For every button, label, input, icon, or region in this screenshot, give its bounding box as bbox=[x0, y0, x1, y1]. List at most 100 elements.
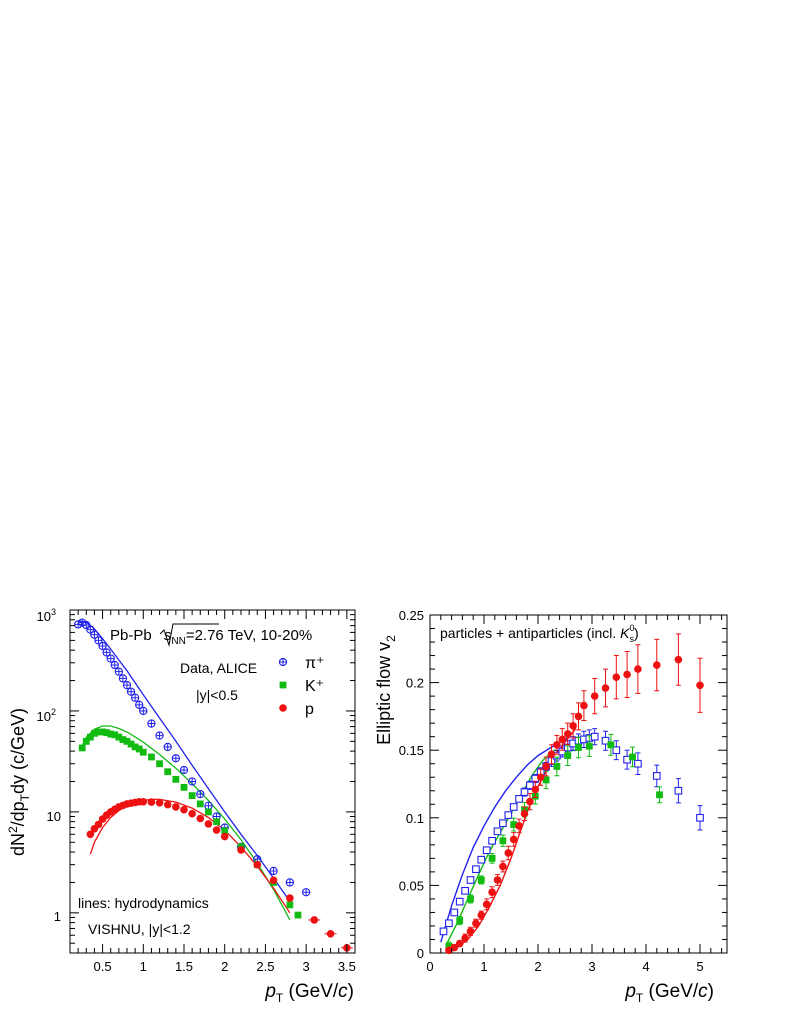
spectra-point-proton bbox=[326, 929, 335, 938]
flow-point-pion bbox=[612, 746, 621, 755]
ylabel-sub: T bbox=[18, 793, 32, 801]
spectra-xtick-label: 1 bbox=[140, 959, 147, 974]
flow-point-kaon bbox=[585, 742, 593, 750]
spectra-point-kaon bbox=[127, 740, 135, 748]
flow-point-proton bbox=[455, 939, 464, 948]
spectra-point-kaon bbox=[221, 827, 229, 835]
spectra-point-pion-cross bbox=[119, 674, 127, 683]
spectra-point-kaon bbox=[135, 745, 143, 753]
flow-point-kaon bbox=[564, 752, 572, 760]
spectra-ytick-exp: 3 bbox=[51, 607, 56, 617]
system-sub: NN bbox=[171, 636, 185, 647]
flow-point-proton bbox=[653, 661, 661, 669]
flow-plot-frame bbox=[429, 614, 728, 954]
ylabel-dp: /dp bbox=[8, 801, 28, 826]
spectra-point-kaon bbox=[294, 911, 302, 919]
spectra-point-pion-cross bbox=[94, 636, 103, 644]
spectra-model-curve-kaon bbox=[81, 725, 291, 921]
flow-xtick-label: 3 bbox=[588, 959, 595, 974]
spectra-ytick-label: 1 bbox=[54, 909, 61, 924]
spectra-xlabel: pT (GeV/c) bbox=[264, 981, 354, 1005]
flow-point-proton bbox=[531, 785, 540, 794]
spectra-point-kaon bbox=[111, 731, 119, 739]
flow-point-proton bbox=[526, 797, 534, 806]
spectra-point-kaon bbox=[172, 775, 180, 783]
flow-point-proton bbox=[569, 722, 577, 730]
spectra-xtick-label: 2.5 bbox=[256, 959, 274, 974]
flow-point-proton bbox=[601, 684, 610, 692]
spectra-point-pion-cross bbox=[188, 777, 196, 786]
flow-xlabel-c: c bbox=[698, 981, 708, 1002]
flow-xtick-label: 5 bbox=[696, 959, 703, 974]
flow-point-proton bbox=[504, 849, 513, 857]
flow-point-pion bbox=[472, 865, 480, 874]
selection-label: particles + antiparticles (incl. K0 s) bbox=[440, 623, 639, 644]
spectra-point-kaon bbox=[78, 744, 86, 752]
spectra-point-proton bbox=[196, 814, 205, 823]
flow-xtick-label: 0 bbox=[426, 959, 433, 974]
spectra-point-pion-cross bbox=[82, 621, 90, 629]
flow-point-pion bbox=[450, 908, 459, 917]
ylabel-rest: dy (c/GeV) bbox=[8, 708, 28, 794]
spectra-panel: 0.5 1 1.5 2 2.5 3 3.5 1 10 102 103 dN2/dpTdy (… bbox=[6, 607, 356, 1005]
spectra-point-pion-cross bbox=[111, 661, 119, 669]
model-label: VISHNU, |y|<1.2 bbox=[88, 921, 191, 937]
spectra-point-pion-cross bbox=[135, 701, 143, 709]
flow-point-pion bbox=[515, 795, 523, 803]
spectra-point-pion-cross bbox=[147, 719, 156, 728]
flow-ytick-label: 0.2 bbox=[406, 676, 424, 691]
spectra-point-kaon bbox=[91, 729, 98, 737]
spectra-xtick-label: 3.5 bbox=[338, 959, 356, 974]
flow-ytick-label: 0.25 bbox=[399, 608, 424, 623]
flow-point-proton bbox=[509, 835, 518, 844]
flow-point-proton bbox=[547, 750, 556, 759]
flow-point-pion bbox=[509, 803, 518, 811]
flow-point-kaon bbox=[499, 837, 507, 845]
flow-point-proton bbox=[477, 911, 486, 919]
flow-point-proton bbox=[696, 681, 704, 690]
spectra-point-kaon bbox=[156, 760, 163, 768]
spectra-point-proton bbox=[163, 800, 172, 809]
data-source-label: Data, ALICE bbox=[180, 660, 257, 676]
flow-xlabel: pT (GeV/c) bbox=[624, 981, 714, 1005]
flow-point-proton bbox=[674, 655, 683, 664]
flow-model-curve-kaon bbox=[445, 749, 576, 946]
spectra-ytick-label: 10 bbox=[47, 809, 61, 824]
xlabel-unit: (GeV/ bbox=[283, 981, 339, 1002]
flow-ylabel: Elliptic flow v2 bbox=[374, 635, 398, 745]
spectra-point-pion-cross bbox=[180, 766, 188, 774]
spectra-ylabel: dN2/dpTdy (c/GeV) bbox=[6, 708, 32, 856]
flow-point-pion bbox=[652, 772, 661, 780]
spectra-point-kaon bbox=[115, 733, 123, 741]
flow-point-kaon bbox=[542, 776, 550, 784]
flow-point-pion bbox=[445, 919, 453, 928]
flow-point-proton bbox=[558, 735, 567, 744]
flow-point-pion bbox=[455, 897, 464, 906]
spectra-point-proton bbox=[147, 798, 156, 806]
spectra-model-curve-pion bbox=[78, 620, 291, 902]
spectra-point-pion-cross bbox=[172, 754, 180, 762]
selection-pre: particles + antiparticles (incl. bbox=[440, 625, 620, 641]
legend-marker-pion-cross bbox=[279, 658, 287, 666]
flow-point-proton bbox=[493, 876, 502, 884]
spectra-point-pion-cross bbox=[98, 642, 107, 650]
spectra-data-points bbox=[73, 618, 353, 952]
spectra-point-kaon bbox=[95, 728, 102, 736]
flow-ylabel-text: Elliptic flow v bbox=[374, 642, 394, 745]
spectra-point-proton bbox=[94, 820, 103, 829]
spectra-point-kaon bbox=[188, 792, 196, 799]
ylabel-dn: dN bbox=[8, 833, 28, 856]
spectra-point-proton bbox=[220, 832, 229, 841]
spectra-point-kaon bbox=[86, 733, 94, 741]
xlabel-c: c bbox=[338, 981, 348, 1002]
spectra-point-kaon bbox=[164, 768, 172, 776]
selection-post: ) bbox=[634, 625, 639, 641]
legend-marker-kaon bbox=[279, 681, 287, 689]
legend-label-proton: p bbox=[305, 701, 314, 718]
spectra-point-pion-cross bbox=[86, 625, 94, 634]
spectra-ytick-base: 10 bbox=[37, 709, 51, 724]
flow-point-proton bbox=[472, 919, 480, 928]
spectra-point-kaon bbox=[148, 753, 155, 761]
spectra-point-proton bbox=[180, 805, 188, 814]
